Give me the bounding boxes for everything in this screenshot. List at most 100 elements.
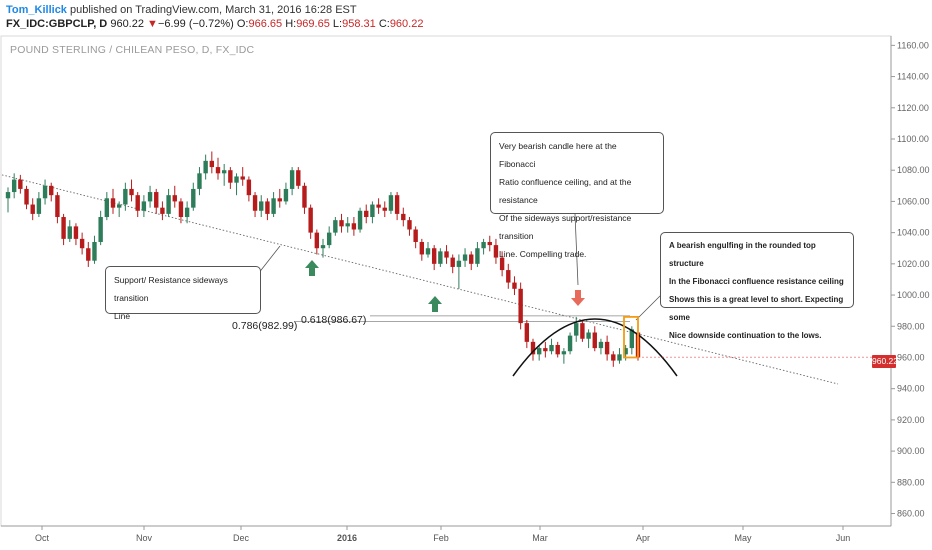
candle-body — [586, 332, 591, 339]
support-callout-pointer — [257, 245, 281, 275]
price-tick-label: 1120.00 — [897, 103, 929, 113]
candle-body — [425, 248, 431, 255]
candle-body — [61, 217, 66, 239]
candle-body — [178, 201, 184, 218]
candle-body — [413, 229, 418, 242]
price-tick-label: 1140.00 — [897, 72, 929, 82]
candle-body — [209, 160, 215, 168]
engulfing-line-4: Nice downside continuation to the lows. — [669, 331, 822, 340]
candle-body — [73, 226, 79, 239]
candle-body — [42, 185, 48, 199]
candle-body — [567, 335, 573, 352]
support-up-arrow-icon — [428, 296, 442, 312]
candle-body — [530, 341, 536, 355]
high-value: 969.65 — [296, 18, 330, 30]
candle-body — [79, 238, 85, 249]
candle-body — [320, 245, 326, 249]
price-tick-label: 860.00 — [897, 509, 925, 519]
time-tick-label: Oct — [35, 533, 50, 543]
fib-618-label: 0.618(986.67) — [301, 314, 367, 326]
time-tick-label: Apr — [636, 533, 650, 543]
candle-body — [611, 354, 616, 361]
candle-body — [221, 170, 227, 174]
candle-body — [104, 198, 110, 218]
candle-body — [5, 192, 11, 199]
price-axis: 1160.00 1140.00 1120.00 1100.00 1080.00 1060.… — [891, 40, 930, 519]
bearish-line-1: Very bearish candle here at the Fibonacc… — [499, 141, 617, 169]
candle-body — [506, 270, 511, 283]
candle-body — [160, 207, 165, 214]
time-tick-label: Dec — [233, 533, 250, 543]
low-label: L: — [332, 18, 343, 30]
candle-body — [277, 198, 282, 202]
candle-body — [469, 254, 474, 264]
candle-body — [629, 329, 635, 349]
candle-body — [36, 198, 42, 214]
low-value: 958.31 — [342, 18, 376, 30]
candle-body — [234, 176, 239, 183]
support-line-2: Line — [114, 311, 131, 321]
time-tick-label: Feb — [433, 533, 449, 543]
time-tick-label: 2016 — [337, 533, 357, 543]
price-tick-label: 1040.00 — [897, 228, 930, 238]
candle-body — [580, 323, 585, 339]
price-tick-label: 1100.00 — [897, 134, 929, 144]
candle-body — [240, 176, 245, 180]
candle-body — [481, 241, 486, 249]
bearish-line-4: Line. Compelling trade. — [499, 249, 587, 259]
price-tick-label: 920.00 — [897, 415, 925, 425]
candle-body — [419, 241, 425, 255]
price-tick-label: 940.00 — [897, 384, 925, 394]
chart-title: POUND STERLING / CHILEAN PESO, D, FX_IDC — [10, 44, 255, 56]
bearish-candle-callout: Very bearish candle here at the Fibonacc… — [490, 132, 664, 259]
price-change: −6.99 (−0.72%) — [157, 18, 234, 30]
candle-body — [141, 201, 147, 211]
candle-body — [129, 188, 134, 196]
fib-786-label: 0.786(982.99) — [232, 320, 298, 332]
drawing-layer — [1, 174, 839, 385]
candle-body — [296, 170, 301, 186]
candle-body — [623, 348, 628, 355]
time-tick-label: Nov — [136, 533, 153, 543]
candle-body — [518, 288, 523, 324]
candle-body — [339, 220, 344, 227]
candle-body — [370, 204, 375, 218]
candle-body — [271, 198, 276, 214]
candle-body — [172, 195, 177, 202]
resistance-down-arrow-icon — [571, 290, 585, 306]
candle-body — [592, 332, 597, 349]
candle-body — [228, 170, 233, 183]
candle-body — [574, 323, 579, 336]
candle-body — [345, 223, 350, 227]
candle-body — [438, 251, 443, 264]
candle-body — [475, 248, 480, 264]
candle-body — [555, 344, 560, 355]
price-tick-label: 960.00 — [897, 352, 925, 362]
candle-body — [289, 170, 295, 189]
candle-body — [18, 179, 23, 189]
candle-body — [512, 282, 517, 289]
candle-body — [265, 201, 270, 214]
price-tick-label: 1000.00 — [897, 290, 930, 300]
bearish-callout-pointer — [574, 213, 579, 286]
symbol-header: FX_IDC:GBPCLP, D 960.22 ▼−6.99 (−0.72%) … — [6, 18, 423, 30]
open-label: O: — [236, 18, 249, 30]
author-link[interactable]: Tom_Killick — [6, 4, 67, 16]
price-tick-label: 1020.00 — [897, 259, 930, 269]
candle-body — [333, 220, 338, 233]
price-tick-label: 1160.00 — [897, 40, 929, 50]
engulfing-line-2: In the Fibonacci confluence resistance c… — [669, 277, 844, 286]
support-callout: Support/ Resistance sideways transition … — [105, 266, 261, 321]
publish-info: published on TradingView.com, March 31, … — [70, 4, 357, 16]
candle-body — [364, 210, 369, 218]
candle-body — [326, 232, 332, 246]
candle-body — [49, 185, 54, 196]
candle-body — [357, 210, 363, 230]
candle-body — [197, 173, 202, 189]
overlay-layer — [305, 260, 872, 377]
candle-body — [166, 195, 171, 214]
candle-body — [351, 223, 357, 230]
candle-body — [604, 341, 610, 355]
close-value: 960.22 — [389, 18, 424, 30]
